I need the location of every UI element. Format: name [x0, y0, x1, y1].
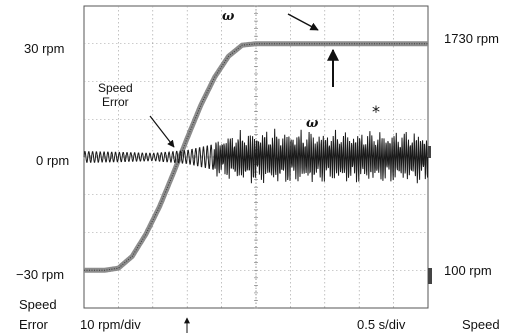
left-axis-title-line2: Error — [19, 317, 48, 332]
left-tick-label-0: 0 rpm — [36, 153, 70, 168]
left-tick-label-30: 30 rpm — [24, 41, 65, 56]
speed-error-annotation-line2: Error — [102, 94, 129, 109]
left-scale-label: 10 rpm/div — [80, 317, 141, 332]
time-scale-label: 0.5 s/div — [357, 317, 406, 332]
annotation-arrows — [149, 13, 432, 333]
traces — [82, 41, 430, 273]
channel-marker-speed — [428, 268, 432, 284]
omega-arrow — [287, 13, 319, 31]
right-tick-label-1730: 1730 rpm — [444, 31, 499, 46]
left-tick-label-minus30: −30 rpm — [16, 267, 65, 282]
asterisk-marker: * — [372, 102, 380, 121]
channel-marker-error — [428, 146, 431, 158]
omega-symbol-mid: ω — [306, 116, 319, 131]
speed-error-annotation-line1: Speed — [98, 81, 133, 95]
left-axis-title-line1: Speed — [19, 297, 57, 312]
right-tick-label-100: 100 rpm — [444, 263, 492, 278]
speed-trace — [84, 43, 428, 271]
speed-error-trace — [83, 128, 429, 184]
right-axis-title: Speed — [462, 317, 500, 332]
speed-error-annotation: Speed Error — [98, 81, 133, 110]
omega-symbol-top: ω — [222, 9, 235, 24]
speed-error-arrow — [149, 115, 175, 148]
